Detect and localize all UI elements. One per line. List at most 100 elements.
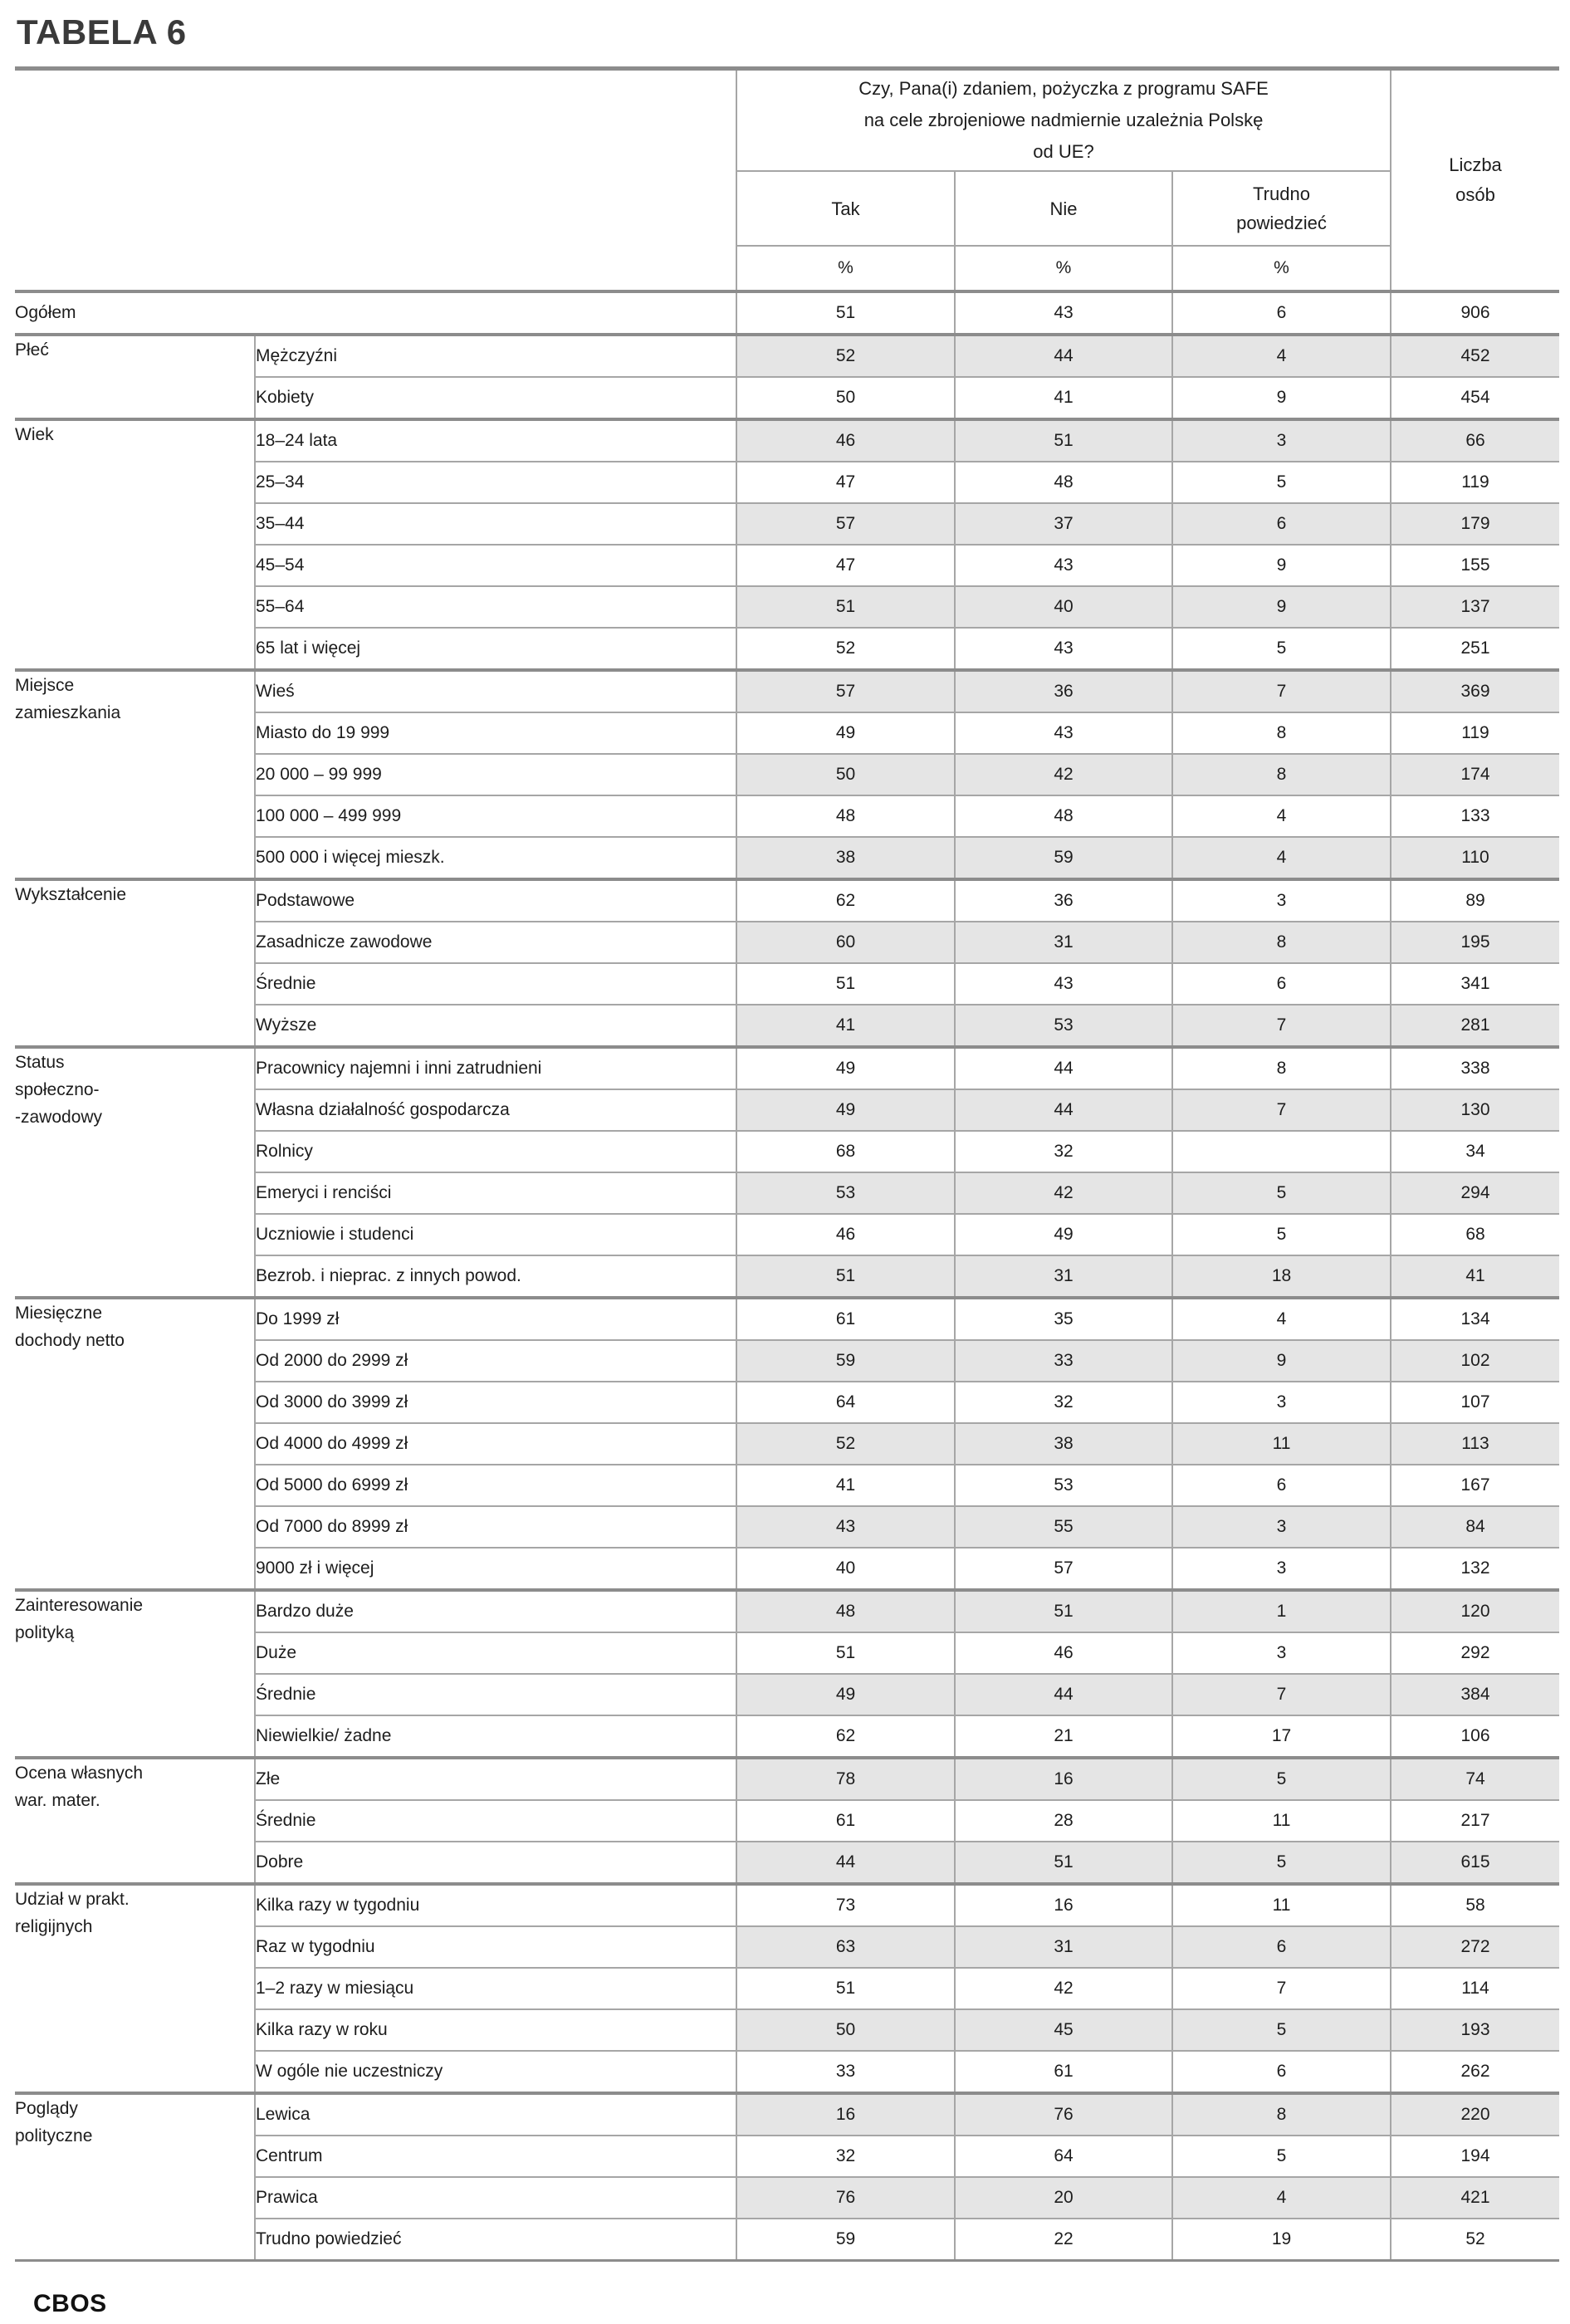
table-row: Duże 51 46 3 292 xyxy=(15,1632,1559,1674)
value-cell: 6 xyxy=(1171,502,1391,545)
value-cell: 5 xyxy=(1171,627,1391,670)
count-cell: 220 xyxy=(1390,2092,1559,2136)
value-cell: 53 xyxy=(954,1004,1172,1047)
value-cell: 43 xyxy=(954,962,1172,1005)
value-cell: 20 xyxy=(954,2176,1172,2219)
value-cell: 9 xyxy=(1171,544,1391,586)
count-cell: 281 xyxy=(1390,1004,1559,1047)
count-cell: 133 xyxy=(1390,795,1559,837)
value-cell: 8 xyxy=(1171,921,1391,963)
table-row: 1–2 razy w miesiącu 51 42 7 114 xyxy=(15,1967,1559,2009)
row-label: Lewica xyxy=(254,2092,736,2136)
table-row: Rolnicy 68 32 34 xyxy=(15,1130,1559,1172)
group-label: Poglądy polityczne xyxy=(15,2092,255,2261)
count-cell: 113 xyxy=(1390,1422,1559,1465)
value-cell: 64 xyxy=(736,1381,955,1423)
value-cell: 8 xyxy=(1171,1045,1391,1089)
value-cell: 50 xyxy=(736,376,955,419)
value-cell: 49 xyxy=(736,1673,955,1715)
table-row: Miesięczne dochody netto Do 1999 zł 61 35 4 1… xyxy=(15,1296,1559,1590)
count-cell: 58 xyxy=(1390,1882,1559,1926)
table-row: Poglądy polityczne Lewica 16 76 8 220 xyxy=(15,2092,1559,2261)
value-cell: 51 xyxy=(954,1588,1172,1632)
value-cell: 61 xyxy=(954,2050,1172,2093)
count-cell: 167 xyxy=(1390,1464,1559,1506)
value-cell: 5 xyxy=(1171,2008,1391,2051)
value-cell: 76 xyxy=(954,2092,1172,2136)
table-row: Średnie 61 28 11 217 xyxy=(15,1799,1559,1842)
table-row: Centrum 32 64 5 194 xyxy=(15,2135,1559,2177)
value-cell: 7 xyxy=(1171,1967,1391,2009)
row-label: Raz w tygodniu xyxy=(254,1925,736,1968)
count-cell: 292 xyxy=(1390,1632,1559,1674)
table-row: Bezrob. i nieprac. z innych powod. 51 31 18… xyxy=(15,1255,1559,1298)
value-cell: 46 xyxy=(954,1632,1172,1674)
table-row: 55–64 51 40 9 137 xyxy=(15,585,1559,628)
row-label: 65 lat i więcej xyxy=(254,627,736,670)
value-cell: 3 xyxy=(1171,1547,1391,1590)
value-cell: 40 xyxy=(736,1547,955,1590)
value-cell: 47 xyxy=(736,461,955,503)
value-cell: 3 xyxy=(1171,878,1391,922)
row-label: 25–34 xyxy=(254,461,736,503)
group-label: Ocena własnych war. mater. xyxy=(15,1756,255,1884)
table-row: 65 lat i więcej 52 43 5 251 xyxy=(15,627,1559,670)
row-label: Kilka razy w roku xyxy=(254,2008,736,2051)
row-label: Od 5000 do 6999 zł xyxy=(254,1464,736,1506)
value-cell: 48 xyxy=(954,795,1172,837)
group-label: Płeć xyxy=(15,333,255,419)
value-cell: 6 xyxy=(1171,290,1391,335)
table-row: Trudno powiedzieć 59 22 19 52 xyxy=(15,2218,1559,2261)
count-cell: 421 xyxy=(1390,2176,1559,2219)
count-cell: 272 xyxy=(1390,1925,1559,1968)
value-cell: 62 xyxy=(736,878,955,922)
table-row: Własna działalność gospodarcza 49 44 7 130 xyxy=(15,1089,1559,1131)
table-row: Niewielkie/ żadne 62 21 17 106 xyxy=(15,1715,1559,1758)
value-cell: 62 xyxy=(736,1715,955,1758)
value-cell: 7 xyxy=(1171,668,1391,712)
value-cell: 22 xyxy=(954,2218,1172,2261)
table-row: 9000 zł i więcej 40 57 3 132 xyxy=(15,1547,1559,1590)
row-label: 35–44 xyxy=(254,502,736,545)
value-cell: 49 xyxy=(736,1045,955,1089)
row-label: Średnie xyxy=(254,1673,736,1715)
table-row: Status społeczno- -zawodowy Pracownicy na… xyxy=(15,1045,1559,1298)
count-cell: 452 xyxy=(1390,333,1559,377)
row-label: Zasadnicze zawodowe xyxy=(254,921,736,963)
value-cell: 33 xyxy=(736,2050,955,2093)
value-cell: 7 xyxy=(1171,1004,1391,1047)
value-cell: 60 xyxy=(736,921,955,963)
table-row: Od 3000 do 3999 zł 64 32 3 107 xyxy=(15,1381,1559,1423)
count-cell: 454 xyxy=(1390,376,1559,419)
value-cell: 42 xyxy=(954,1967,1172,2009)
count-cell: 114 xyxy=(1390,1967,1559,2009)
row-label: Emeryci i renciści xyxy=(254,1172,736,1214)
value-cell: 5 xyxy=(1171,1213,1391,1255)
value-cell: 31 xyxy=(954,921,1172,963)
value-cell: 41 xyxy=(736,1004,955,1047)
value-cell: 51 xyxy=(954,1841,1172,1884)
value-cell: 41 xyxy=(736,1464,955,1506)
count-cell: 89 xyxy=(1390,878,1559,922)
value-cell: 9 xyxy=(1171,585,1391,628)
count-cell: 615 xyxy=(1390,1841,1559,1884)
value-cell: 64 xyxy=(954,2135,1172,2177)
survey-table: Czy, Pana(i) zdaniem, pożyczka z program… xyxy=(15,66,1559,2262)
value-cell: 51 xyxy=(736,290,955,335)
count-cell: 106 xyxy=(1390,1715,1559,1758)
count-cell: 384 xyxy=(1390,1673,1559,1715)
count-cell: 34 xyxy=(1390,1130,1559,1172)
value-cell: 11 xyxy=(1171,1882,1391,1926)
group-label: Miesięczne dochody netto xyxy=(15,1296,255,1590)
value-cell: 61 xyxy=(736,1296,955,1340)
value-cell: 53 xyxy=(954,1464,1172,1506)
value-cell: 44 xyxy=(954,1045,1172,1089)
table-row: 35–44 57 37 6 179 xyxy=(15,502,1559,545)
value-cell: 33 xyxy=(954,1339,1172,1382)
count-cell: 102 xyxy=(1390,1339,1559,1382)
value-cell: 51 xyxy=(954,418,1172,462)
table-row: Od 7000 do 8999 zł 43 55 3 84 xyxy=(15,1505,1559,1548)
row-label: Złe xyxy=(254,1756,736,1800)
value-cell: 45 xyxy=(954,2008,1172,2051)
row-label: Uczniowie i studenci xyxy=(254,1213,736,1255)
